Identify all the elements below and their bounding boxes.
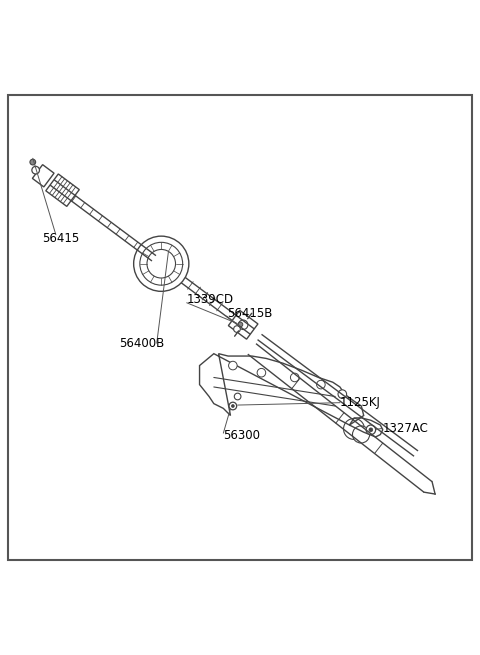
Text: 1125KJ: 1125KJ: [340, 396, 381, 409]
Text: 56300: 56300: [223, 430, 260, 443]
Circle shape: [238, 322, 243, 327]
Circle shape: [290, 373, 299, 382]
Circle shape: [344, 419, 364, 440]
Circle shape: [32, 166, 39, 174]
Polygon shape: [228, 310, 258, 339]
Circle shape: [239, 320, 248, 329]
Circle shape: [257, 368, 266, 377]
Text: 56415B: 56415B: [227, 307, 272, 320]
Circle shape: [366, 425, 376, 434]
Circle shape: [30, 159, 36, 165]
Text: 56415: 56415: [43, 232, 80, 244]
Circle shape: [228, 362, 237, 370]
Circle shape: [234, 393, 241, 400]
Circle shape: [229, 402, 237, 410]
Circle shape: [234, 326, 240, 332]
Text: 1327AC: 1327AC: [383, 422, 429, 435]
Text: 56400B: 56400B: [119, 337, 164, 350]
Circle shape: [352, 426, 370, 443]
Text: 1339CD: 1339CD: [187, 293, 234, 307]
Circle shape: [231, 405, 234, 407]
Circle shape: [338, 390, 347, 398]
Circle shape: [317, 381, 325, 389]
Circle shape: [369, 428, 373, 432]
